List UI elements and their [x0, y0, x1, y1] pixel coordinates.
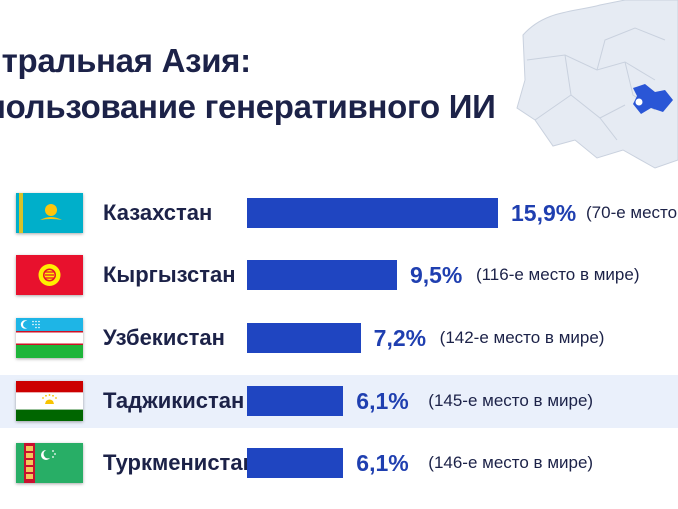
rank-label-2: (142-е место в мире) — [439, 328, 605, 347]
category-label-0: Казахстан — [103, 200, 213, 225]
chart-title-line-2: пользование генеративного ИИ — [0, 88, 496, 125]
uzbekistan-flag-icon — [16, 318, 83, 358]
bar-0 — [247, 198, 498, 228]
category-label-3: Таджикистан — [103, 388, 245, 413]
value-label-4: 6,1% — [356, 450, 409, 476]
turkmenistan-flag-icon — [16, 443, 83, 483]
bar-3 — [247, 386, 344, 416]
bar-4 — [247, 448, 344, 478]
category-label-2: Узбекистан — [103, 325, 225, 350]
value-label-1: 9,5% — [409, 262, 463, 288]
rank-label-3: (145-е место в мире) — [428, 391, 594, 410]
value-label-2: 7,2% — [373, 325, 427, 351]
tajikistan-flag-icon — [16, 381, 83, 421]
central-asia-map-icon — [516, 0, 678, 169]
chart-title-line-1: нтральная Азия: — [0, 42, 251, 79]
kyrgyzstan-flag-icon — [16, 255, 83, 295]
rank-label-1: (116-е место в мире) — [475, 265, 640, 284]
category-label-4: Туркменистан — [103, 450, 256, 475]
bar-chart: Казахстан 15,9% (70-е место Кыргызстан 9,5% (… — [0, 185, 678, 509]
bar-2 — [247, 323, 361, 353]
value-label-3: 6,1% — [356, 388, 409, 414]
category-label-1: Кыргызстан — [103, 262, 236, 287]
value-label-0: 15,9% — [511, 200, 577, 226]
bar-1 — [247, 260, 397, 290]
rank-label-4: (146-е место в мире) — [428, 453, 594, 472]
kazakhstan-flag-icon — [16, 193, 83, 233]
rank-label-0: (70-е место — [586, 203, 678, 222]
